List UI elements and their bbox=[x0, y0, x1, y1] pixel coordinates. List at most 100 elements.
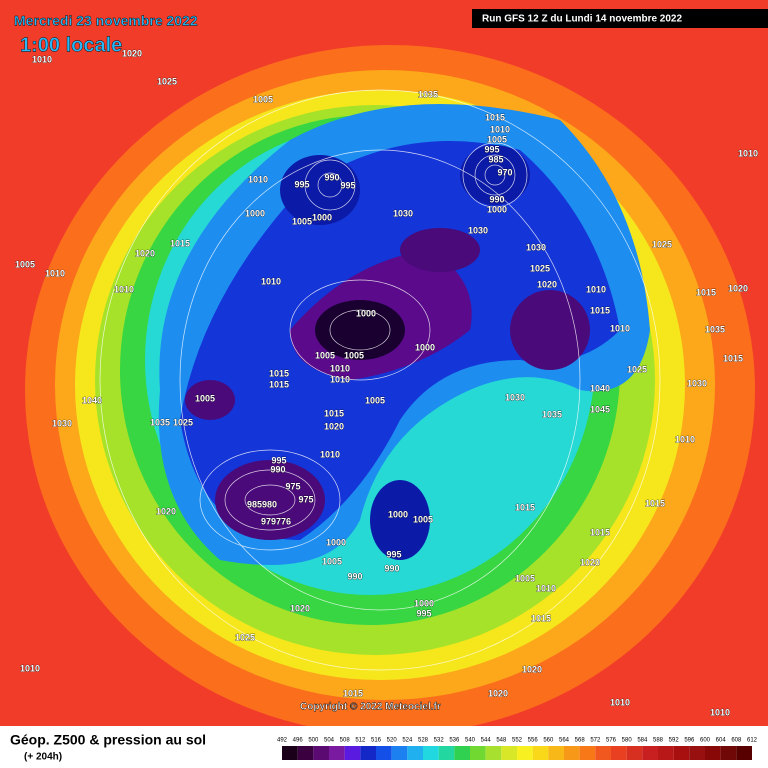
scale-label: 504 bbox=[324, 738, 335, 744]
isobar-label: 1005 bbox=[15, 259, 35, 269]
isobar-label: 1020 bbox=[122, 48, 142, 58]
isobar-label: 1010 bbox=[45, 268, 65, 278]
isobar-label: 995 bbox=[340, 180, 355, 190]
color-scale: 492 496 500 504 508 512 516 520 524 528 532 536 540 5… bbox=[277, 738, 758, 760]
isobar-label: 1035 bbox=[418, 89, 438, 99]
isobar-label: 1005 bbox=[195, 393, 215, 403]
scale-label: 556 bbox=[528, 738, 539, 744]
scale-label: 576 bbox=[606, 738, 617, 744]
isobar-label: 1015 bbox=[723, 353, 743, 363]
isobar-label: 1000 bbox=[326, 537, 346, 547]
isobar-label: 990 bbox=[347, 571, 362, 581]
scale-label: 500 bbox=[308, 738, 319, 744]
scale-label: 588 bbox=[653, 738, 664, 744]
isobar-label: 1025 bbox=[652, 239, 672, 249]
isobar-label: 1045 bbox=[590, 404, 610, 414]
isobar-label: 1015 bbox=[170, 238, 190, 248]
local-time: 1:00 locale bbox=[20, 34, 122, 56]
isobar-label: 1020 bbox=[135, 248, 155, 258]
isobar-label: 1015 bbox=[645, 498, 665, 508]
isobar-label: 1015 bbox=[485, 112, 505, 122]
isobar-label: 1010 bbox=[261, 276, 281, 286]
isobar-label: 1030 bbox=[393, 208, 413, 218]
geopotential-field bbox=[25, 45, 755, 735]
scale-swatch bbox=[564, 746, 580, 760]
isobar-label: 995 bbox=[386, 549, 401, 559]
isobar-label: 1025 bbox=[235, 632, 255, 642]
isobar-label: 979776 bbox=[261, 516, 291, 526]
scale-swatch bbox=[658, 746, 674, 760]
scale-swatch bbox=[313, 746, 329, 760]
isobar-label: 1035 bbox=[542, 409, 562, 419]
isobar-label: 1035 bbox=[150, 417, 170, 427]
scale-label: 548 bbox=[496, 738, 507, 744]
isobar-label: 1000 bbox=[388, 509, 408, 519]
scale-swatch bbox=[548, 746, 564, 760]
scale-label: 520 bbox=[387, 738, 398, 744]
isobar-label: 1015 bbox=[590, 305, 610, 315]
isobar-label: 1025 bbox=[157, 76, 177, 86]
scale-label: 580 bbox=[622, 738, 633, 744]
legend-title: Géop. Z500 & pression au sol bbox=[10, 732, 206, 748]
isobar-label: 1000 bbox=[356, 308, 376, 318]
scale-label: 608 bbox=[731, 738, 742, 744]
isobar-label: 1030 bbox=[468, 225, 488, 235]
isobar-label: 1010 bbox=[710, 707, 730, 717]
scale-label: 532 bbox=[434, 738, 445, 744]
isobar-label: 1030 bbox=[526, 242, 546, 252]
isobar-label: 1025 bbox=[627, 364, 647, 374]
isobar-label: 1010 bbox=[738, 148, 758, 158]
isobar-label: 1005 bbox=[365, 395, 385, 405]
scale-label: 612 bbox=[747, 738, 758, 744]
isobar-label: 1010 bbox=[536, 583, 556, 593]
isobar-label: 1020 bbox=[580, 557, 600, 567]
isobar-label: 1005 bbox=[292, 216, 312, 226]
isobar-label: 1010 bbox=[330, 374, 350, 384]
scale-label: 560 bbox=[543, 738, 554, 744]
isobar-label: 1005 bbox=[322, 556, 342, 566]
isobar-label: 990 bbox=[324, 172, 339, 182]
scale-swatch bbox=[720, 746, 737, 760]
isobar-label: 975 bbox=[298, 494, 313, 504]
isobar-label: 1005 bbox=[315, 350, 335, 360]
isobar-label: 1035 bbox=[705, 324, 725, 334]
scale-swatch bbox=[297, 746, 314, 760]
isobar-label: 1015 bbox=[324, 408, 344, 418]
isobar-label: 1030 bbox=[687, 378, 707, 388]
isobar-label: 1010 bbox=[20, 663, 40, 673]
scale-label: 496 bbox=[293, 738, 304, 744]
scale-swatch bbox=[689, 746, 705, 760]
isobar-label: 1000 bbox=[415, 342, 435, 352]
isobar-label: 1005 bbox=[487, 134, 507, 144]
scale-swatch bbox=[407, 746, 423, 760]
isobar-label: 1005 bbox=[413, 514, 433, 524]
isobar-label: 1010 bbox=[114, 284, 134, 294]
isobar-label: 1015 bbox=[531, 613, 551, 623]
scale-swatch bbox=[391, 746, 408, 760]
scale-swatch bbox=[438, 746, 455, 760]
lead-time: (+ 204h) bbox=[24, 752, 62, 763]
isobar-label: 1020 bbox=[728, 283, 748, 293]
isobar-label: 1010 bbox=[32, 54, 52, 64]
scale-label: 544 bbox=[481, 738, 492, 744]
isobar-label: 995 bbox=[484, 144, 499, 154]
scale-label: 604 bbox=[716, 738, 727, 744]
scale-label: 552 bbox=[512, 738, 523, 744]
scale-swatch bbox=[454, 746, 470, 760]
isobar-label: 970 bbox=[497, 167, 512, 177]
scale-label: 512 bbox=[355, 738, 366, 744]
isobar-label: 1040 bbox=[590, 383, 610, 393]
isobar-label: 1010 bbox=[610, 697, 630, 707]
scale-swatch bbox=[423, 746, 439, 760]
isobar-label: 995 bbox=[294, 179, 309, 189]
isobar-label: 1040 bbox=[82, 395, 102, 405]
isobar-label: 1025 bbox=[173, 417, 193, 427]
isobar-label: 995 bbox=[271, 455, 286, 465]
isobar-label: 1010 bbox=[610, 323, 630, 333]
run-banner bbox=[472, 9, 768, 28]
scale-swatch bbox=[736, 746, 752, 760]
isobar-label: 1015 bbox=[515, 502, 535, 512]
isobar-label: 1015 bbox=[696, 287, 716, 297]
isobar-label: 1015 bbox=[269, 379, 289, 389]
